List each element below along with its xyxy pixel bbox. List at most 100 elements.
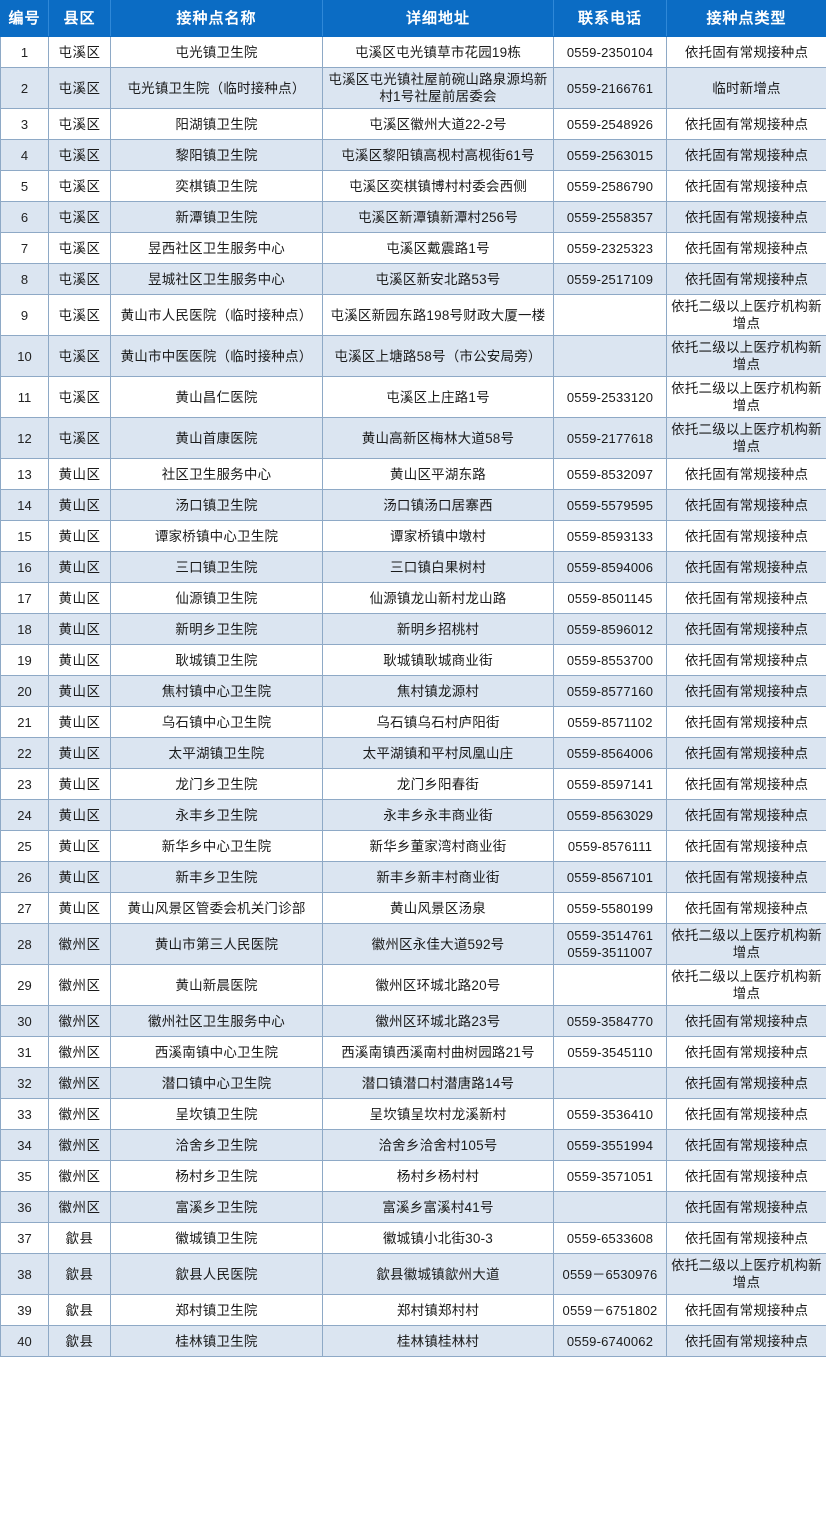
cell-type: 临时新增点 bbox=[666, 67, 826, 109]
cell-dist: 屯溪区 bbox=[48, 67, 111, 109]
cell-addr: 屯溪区黎阳镇高枧村高枧街61号 bbox=[322, 139, 554, 171]
cell-no: 6 bbox=[0, 201, 49, 233]
cell-no: 36 bbox=[0, 1191, 49, 1223]
cell-type: 依托二级以上医疗机构新增点 bbox=[666, 923, 826, 965]
cell-type: 依托固有常规接种点 bbox=[666, 170, 826, 202]
cell-dist: 黄山区 bbox=[48, 489, 111, 521]
cell-name: 黄山市中医医院（临时接种点） bbox=[110, 335, 323, 377]
cell-no: 7 bbox=[0, 232, 49, 264]
table-row: 13 黄山区 社区卫生服务中心 黄山区平湖东路 0559-8532097 依托固有常规接种… bbox=[0, 458, 826, 490]
table-row: 10 屯溪区 黄山市中医医院（临时接种点） 屯溪区上塘路58号（市公安局旁） 依托二级以… bbox=[0, 335, 826, 377]
cell-addr: 歙县徽城镇歙州大道 bbox=[322, 1253, 554, 1295]
cell-addr: 仙源镇龙山新村龙山路 bbox=[322, 582, 554, 614]
cell-addr: 龙门乡阳春街 bbox=[322, 768, 554, 800]
cell-dist: 屯溪区 bbox=[48, 335, 111, 377]
cell-addr: 杨村乡杨村村 bbox=[322, 1160, 554, 1192]
cell-name: 黎阳镇卫生院 bbox=[110, 139, 323, 171]
cell-type: 依托固有常规接种点 bbox=[666, 36, 826, 68]
cell-phone: 0559-8577160 bbox=[553, 675, 667, 707]
cell-no: 25 bbox=[0, 830, 49, 862]
table-row: 21 黄山区 乌石镇中心卫生院 乌石镇乌石村庐阳街 0559-8571102 依托固有常规… bbox=[0, 706, 826, 738]
cell-dist: 屯溪区 bbox=[48, 376, 111, 418]
cell-no: 3 bbox=[0, 108, 49, 140]
cell-no: 9 bbox=[0, 294, 49, 336]
cell-name: 耿城镇卫生院 bbox=[110, 644, 323, 676]
cell-no: 28 bbox=[0, 923, 49, 965]
cell-name: 社区卫生服务中心 bbox=[110, 458, 323, 490]
table-row: 5 屯溪区 奕棋镇卫生院 屯溪区奕棋镇博村村委会西侧 0559-2586790 依托固有常… bbox=[0, 170, 826, 202]
cell-addr: 新华乡董家湾村商业街 bbox=[322, 830, 554, 862]
cell-name: 乌石镇中心卫生院 bbox=[110, 706, 323, 738]
cell-phone: 0559-8553700 bbox=[553, 644, 667, 676]
cell-type: 依托固有常规接种点 bbox=[666, 1005, 826, 1037]
cell-addr: 屯溪区戴震路1号 bbox=[322, 232, 554, 264]
cell-type: 依托固有常规接种点 bbox=[666, 1129, 826, 1161]
cell-type: 依托固有常规接种点 bbox=[666, 232, 826, 264]
cell-no: 17 bbox=[0, 582, 49, 614]
cell-dist: 屯溪区 bbox=[48, 170, 111, 202]
cell-name: 永丰乡卫生院 bbox=[110, 799, 323, 831]
cell-type: 依托固有常规接种点 bbox=[666, 706, 826, 738]
cell-phone: 0559-2563015 bbox=[553, 139, 667, 171]
cell-type: 依托固有常规接种点 bbox=[666, 892, 826, 924]
cell-addr: 桂林镇桂林村 bbox=[322, 1325, 554, 1357]
column-header-phone: 联系电话 bbox=[553, 0, 667, 37]
cell-dist: 屯溪区 bbox=[48, 201, 111, 233]
cell-name: 新潭镇卫生院 bbox=[110, 201, 323, 233]
cell-addr: 黄山高新区梅林大道58号 bbox=[322, 417, 554, 459]
cell-name: 潜口镇中心卫生院 bbox=[110, 1067, 323, 1099]
column-header-no: 编号 bbox=[0, 0, 49, 37]
table-row: 1 屯溪区 屯光镇卫生院 屯溪区屯光镇草市花园19栋 0559-2350104 依托固有常… bbox=[0, 36, 826, 68]
table-row: 19 黄山区 耿城镇卫生院 耿城镇耿城商业街 0559-8553700 依托固有常规接种点 bbox=[0, 644, 826, 676]
cell-name: 太平湖镇卫生院 bbox=[110, 737, 323, 769]
cell-type: 依托固有常规接种点 bbox=[666, 675, 826, 707]
cell-type: 依托固有常规接种点 bbox=[666, 737, 826, 769]
cell-name: 黄山首康医院 bbox=[110, 417, 323, 459]
cell-phone: 0559-8593133 bbox=[553, 520, 667, 552]
cell-type: 依托固有常规接种点 bbox=[666, 458, 826, 490]
cell-dist: 黄山区 bbox=[48, 644, 111, 676]
cell-addr: 新明乡招桃村 bbox=[322, 613, 554, 645]
cell-type: 依托二级以上医疗机构新增点 bbox=[666, 335, 826, 377]
cell-type: 依托固有常规接种点 bbox=[666, 861, 826, 893]
cell-addr: 富溪乡富溪村41号 bbox=[322, 1191, 554, 1223]
cell-no: 33 bbox=[0, 1098, 49, 1130]
cell-name: 三口镇卫生院 bbox=[110, 551, 323, 583]
cell-no: 30 bbox=[0, 1005, 49, 1037]
cell-no: 24 bbox=[0, 799, 49, 831]
cell-phone: 0559-2548926 bbox=[553, 108, 667, 140]
cell-name: 呈坎镇卫生院 bbox=[110, 1098, 323, 1130]
cell-type: 依托固有常规接种点 bbox=[666, 582, 826, 614]
cell-type: 依托二级以上医疗机构新增点 bbox=[666, 294, 826, 336]
column-header-district: 县区 bbox=[48, 0, 111, 37]
table-row: 35 徽州区 杨村乡卫生院 杨村乡杨村村 0559-3571051 依托固有常规接种点 bbox=[0, 1160, 826, 1192]
cell-phone: 0559-8564006 bbox=[553, 737, 667, 769]
table-row: 23 黄山区 龙门乡卫生院 龙门乡阳春街 0559-8597141 依托固有常规接种点 bbox=[0, 768, 826, 800]
cell-no: 14 bbox=[0, 489, 49, 521]
cell-name: 仙源镇卫生院 bbox=[110, 582, 323, 614]
cell-dist: 屯溪区 bbox=[48, 139, 111, 171]
cell-no: 19 bbox=[0, 644, 49, 676]
cell-type: 依托固有常规接种点 bbox=[666, 489, 826, 521]
cell-name: 杨村乡卫生院 bbox=[110, 1160, 323, 1192]
table-row: 22 黄山区 太平湖镇卫生院 太平湖镇和平村凤凰山庄 0559-8564006 依托固有常… bbox=[0, 737, 826, 769]
cell-type: 依托二级以上医疗机构新增点 bbox=[666, 417, 826, 459]
column-header-site-type: 接种点类型 bbox=[666, 0, 826, 37]
cell-phone bbox=[553, 294, 667, 336]
cell-phone bbox=[553, 1191, 667, 1223]
cell-addr: 三口镇白果树村 bbox=[322, 551, 554, 583]
table-header: 编号 县区 接种点名称 详细地址 联系电话 接种点类型 bbox=[0, 0, 826, 37]
cell-dist: 屯溪区 bbox=[48, 36, 111, 68]
cell-phone: 0559-3551994 bbox=[553, 1129, 667, 1161]
table-row: 27 黄山区 黄山风景区管委会机关门诊部 黄山风景区汤泉 0559-5580199 依托固… bbox=[0, 892, 826, 924]
cell-phone: 0559-2166761 bbox=[553, 67, 667, 109]
cell-name: 桂林镇卫生院 bbox=[110, 1325, 323, 1357]
cell-name: 黄山市第三人民医院 bbox=[110, 923, 323, 965]
cell-no: 13 bbox=[0, 458, 49, 490]
cell-name: 郑村镇卫生院 bbox=[110, 1294, 323, 1326]
cell-phone: 0559-5579595 bbox=[553, 489, 667, 521]
cell-dist: 黄山区 bbox=[48, 458, 111, 490]
cell-addr: 西溪南镇西溪南村曲树园路21号 bbox=[322, 1036, 554, 1068]
cell-type: 依托固有常规接种点 bbox=[666, 520, 826, 552]
cell-phone: 0559-3584770 bbox=[553, 1005, 667, 1037]
